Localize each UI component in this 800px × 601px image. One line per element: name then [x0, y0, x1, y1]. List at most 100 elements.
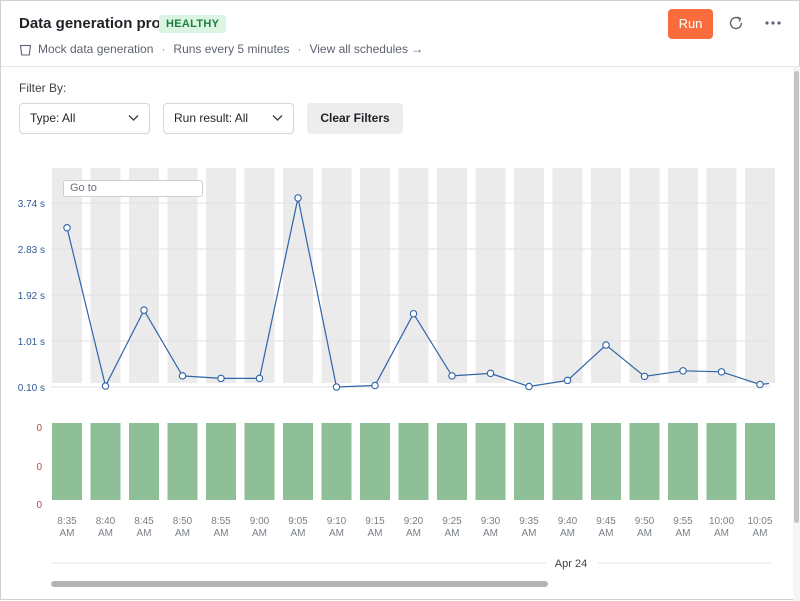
data-point — [525, 382, 533, 391]
separator: · — [161, 42, 166, 56]
run-status-cell — [129, 423, 159, 500]
vertical-scrollbar-thumb[interactable] — [794, 71, 799, 523]
x-tick-ampm: AM — [676, 528, 691, 539]
x-tick-ampm: AM — [445, 528, 460, 539]
x-tick-time: 10:05 — [747, 516, 772, 527]
y-tick-label: 1.01 s — [18, 337, 45, 348]
x-tick-time: 9:00 — [250, 516, 270, 527]
time-band — [437, 168, 467, 383]
x-tick-ampm: AM — [252, 528, 267, 539]
x-tick-ampm: AM — [406, 528, 421, 539]
go-to-input[interactable]: Go to — [63, 180, 203, 197]
x-tick-ampm: AM — [175, 528, 190, 539]
filter-label: Filter By: — [19, 81, 67, 95]
x-tick-time: 9:50 — [635, 516, 655, 527]
page-title: Data generation prod — [19, 15, 170, 32]
time-band — [514, 168, 544, 383]
run-result-filter-value: Run result: All — [174, 111, 249, 125]
more-options-icon[interactable] — [763, 14, 783, 32]
status-row-label: 0 — [36, 423, 42, 434]
x-tick-ampm: AM — [60, 528, 75, 539]
x-tick-ampm: AM — [522, 528, 537, 539]
x-tick-ampm: AM — [714, 528, 729, 539]
time-band — [283, 168, 313, 383]
data-point — [409, 309, 418, 318]
run-status-cell — [552, 423, 583, 500]
x-tick-ampm: AM — [214, 528, 229, 539]
x-tick-ampm: AM — [637, 528, 652, 539]
y-tick-label: 3.74 s — [18, 199, 45, 210]
run-status-cell — [321, 423, 352, 500]
x-tick-time: 9:10 — [327, 516, 347, 527]
x-tick-ampm: AM — [291, 528, 306, 539]
schedule-meta: Mock data generation · Runs every 5 minu… — [19, 41, 423, 57]
horizontal-scrollbar-thumb[interactable] — [51, 581, 548, 587]
run-result-filter-select[interactable]: Run result: All — [163, 103, 294, 134]
x-tick-ampm: AM — [329, 528, 344, 539]
time-band — [321, 168, 352, 383]
run-status-cell — [745, 423, 775, 500]
time-band — [244, 168, 275, 383]
data-point — [679, 367, 687, 375]
x-tick-time: 9:40 — [558, 516, 578, 527]
time-band — [90, 168, 121, 383]
run-status-cell — [514, 423, 544, 500]
time-band — [706, 168, 737, 383]
duration-series-line — [66, 197, 770, 388]
run-button[interactable]: Run — [668, 9, 713, 39]
y-tick-label: 1.92 s — [18, 291, 45, 302]
run-status-cell — [244, 423, 275, 500]
run-status-cell — [90, 423, 121, 500]
type-filter-value: Type: All — [30, 111, 76, 125]
data-point — [486, 369, 495, 378]
data-point — [332, 383, 341, 391]
data-point — [178, 372, 187, 380]
run-status-cell — [206, 423, 236, 500]
time-band — [629, 168, 660, 383]
schedule-header: Data generation prod HEALTHY Mock data g… — [1, 1, 800, 67]
time-band — [360, 168, 390, 383]
x-tick-time: 9:20 — [404, 516, 424, 527]
date-label: Apr 24 — [555, 558, 587, 570]
horizontal-scrollbar[interactable] — [51, 581, 769, 587]
x-tick-ampm: AM — [368, 528, 383, 539]
y-tick-label: 0.10 s — [18, 383, 45, 394]
data-point — [640, 372, 649, 381]
run-status-cell — [437, 423, 467, 500]
type-filter-select[interactable]: Type: All — [19, 103, 150, 134]
data-point — [294, 194, 302, 202]
x-tick-time: 9:05 — [288, 516, 308, 527]
run-status-cell — [591, 423, 621, 500]
x-tick-ampm: AM — [599, 528, 614, 539]
data-point — [563, 376, 572, 385]
x-tick-time: 9:45 — [596, 516, 616, 527]
y-tick-label: 2.83 s — [18, 245, 45, 256]
time-band — [552, 168, 583, 383]
location-link[interactable]: Mock data generation — [38, 42, 154, 56]
vertical-scrollbar[interactable] — [793, 67, 800, 601]
data-point — [717, 368, 726, 376]
run-status-cell — [283, 423, 313, 500]
time-band — [52, 168, 82, 383]
time-band — [167, 168, 198, 383]
time-band — [591, 168, 621, 383]
view-all-schedules-link[interactable]: View all schedules → — [309, 42, 424, 56]
date-label-background — [546, 555, 598, 571]
status-row-label: 0 — [36, 500, 42, 511]
x-tick-time: 9:25 — [442, 516, 462, 527]
clear-filters-button[interactable]: Clear Filters — [307, 103, 403, 134]
data-point — [101, 382, 110, 390]
x-tick-time: 8:50 — [173, 516, 193, 527]
run-status-cell — [706, 423, 737, 500]
run-status-cell — [668, 423, 698, 500]
run-status-cell — [629, 423, 660, 500]
refresh-icon[interactable] — [727, 14, 745, 32]
time-band — [668, 168, 698, 383]
time-band — [475, 168, 506, 383]
x-tick-time: 9:55 — [673, 516, 693, 527]
time-band — [129, 168, 159, 383]
run-status-cell — [52, 423, 82, 500]
x-tick-ampm: AM — [753, 528, 768, 539]
